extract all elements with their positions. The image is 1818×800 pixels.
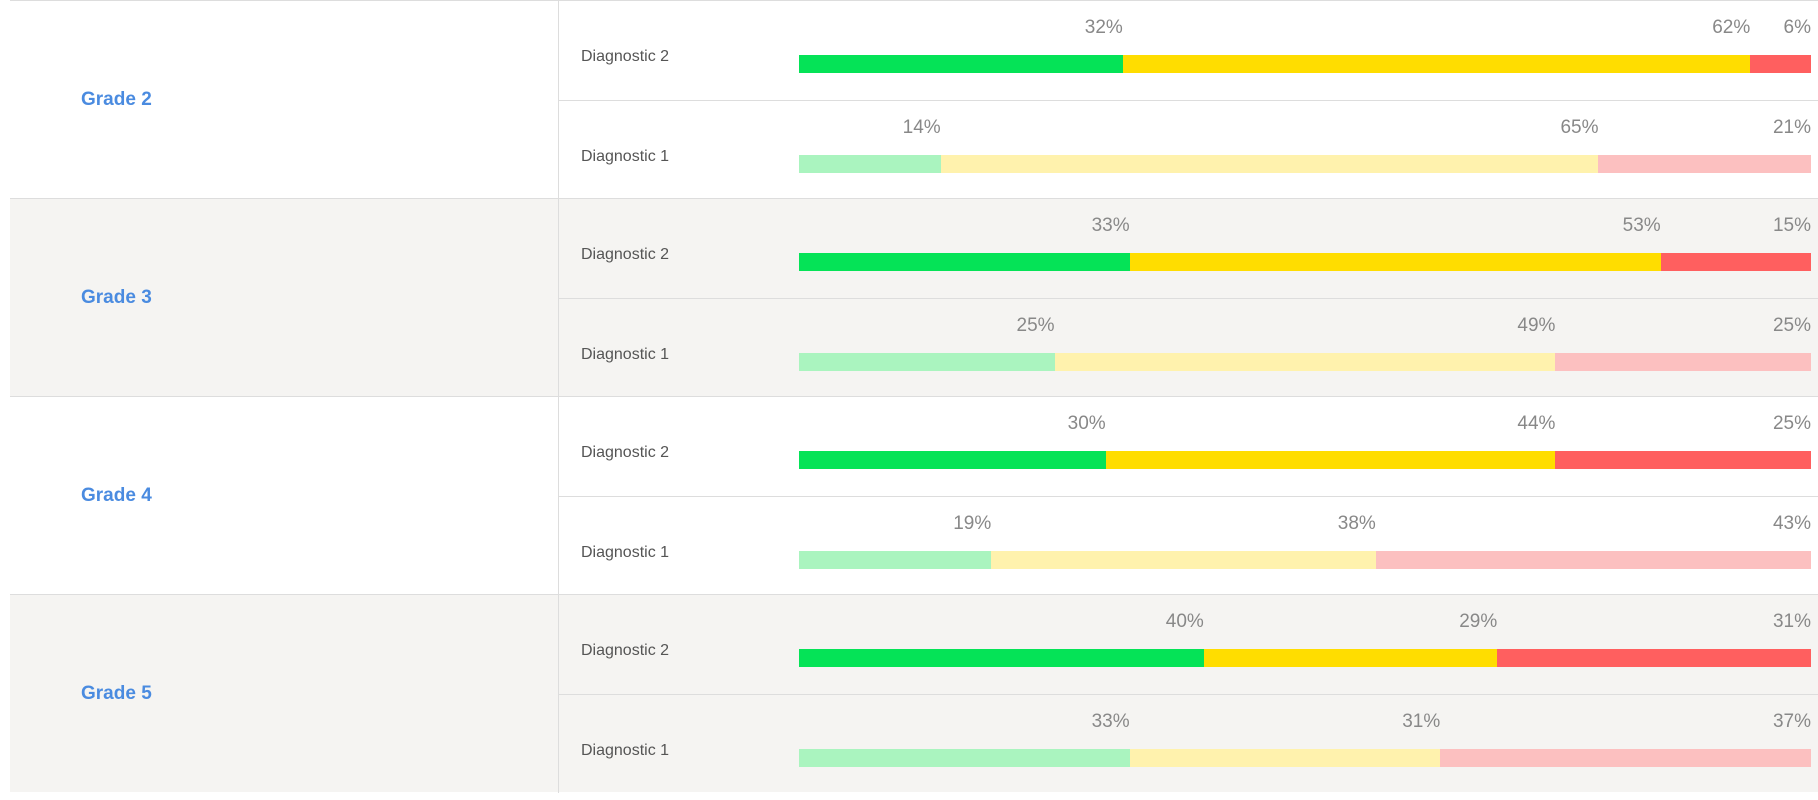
value-label: 6% <box>1783 17 1811 38</box>
diagnostic-row: Diagnostic 1 19% 38% 43% <box>559 496 1818 596</box>
value-label: 33% <box>1091 711 1130 732</box>
bar-segment <box>799 649 1204 667</box>
value-label: 25% <box>1772 315 1811 336</box>
grade-block: Grade 2 Diagnostic 2 32% 62% 6% Diagnostic 1 1… <box>10 0 1818 200</box>
value-label: 43% <box>1772 513 1811 534</box>
grade-block: Grade 4 Diagnostic 2 30% 44% 25% Diagnostic 1… <box>10 396 1818 596</box>
bar-segment <box>799 253 1130 271</box>
diagnostic-row: Diagnostic 1 25% 49% 25% <box>559 298 1818 398</box>
diagnostic-row: Diagnostic 1 33% 31% 37% <box>559 694 1818 794</box>
value-label: 44% <box>1517 413 1556 434</box>
bar-segment <box>799 551 992 569</box>
diagnostic-label: Diagnostic 2 <box>581 246 670 263</box>
diagnostic-label: Diagnostic 2 <box>581 444 670 461</box>
bar-segment <box>1598 155 1811 173</box>
diagnostic-label: Diagnostic 1 <box>581 544 670 561</box>
bar-segment <box>799 353 1055 371</box>
value-label: 31% <box>1402 711 1441 732</box>
grade-label: Grade 4 <box>81 485 152 506</box>
diagnostic-row: Diagnostic 2 40% 29% 31% <box>559 595 1818 694</box>
column-divider <box>558 397 559 595</box>
bar-segment <box>1054 353 1556 371</box>
value-label: 37% <box>1772 711 1811 732</box>
value-label: 40% <box>1165 611 1204 632</box>
column-divider <box>558 1 559 199</box>
bar-segment <box>1660 253 1811 271</box>
bar-segment <box>1555 451 1811 469</box>
column-divider <box>558 199 559 397</box>
bar-segment <box>1555 353 1811 371</box>
bar-segment <box>799 55 1123 73</box>
value-label: 25% <box>1016 315 1055 336</box>
diagnostic-label: Diagnostic 2 <box>581 48 670 65</box>
bar-segment <box>1497 649 1811 667</box>
value-label: 21% <box>1772 117 1811 138</box>
value-label: 38% <box>1337 513 1376 534</box>
diagnostic-label: Diagnostic 2 <box>581 642 670 659</box>
value-label: 30% <box>1067 413 1106 434</box>
column-divider <box>558 595 559 793</box>
diagnostic-label: Diagnostic 1 <box>581 148 670 165</box>
grade-block: Grade 5 Diagnostic 2 40% 29% 31% Diagnostic 1… <box>10 594 1818 794</box>
bar-segment <box>1750 55 1811 73</box>
grade-label: Grade 3 <box>81 287 152 308</box>
diagnostic-row: Diagnostic 2 30% 44% 25% <box>559 397 1818 496</box>
diagnostic-label: Diagnostic 1 <box>581 742 670 759</box>
value-label: 31% <box>1772 611 1811 632</box>
diagnostic-row: Diagnostic 2 33% 53% 15% <box>559 199 1818 298</box>
bar-segment <box>1122 55 1751 73</box>
diagnostic-label: Diagnostic 1 <box>581 346 670 363</box>
value-label: 62% <box>1712 17 1751 38</box>
bar-segment <box>799 155 941 173</box>
grade-label: Grade 5 <box>81 683 152 704</box>
value-label: 14% <box>902 117 941 138</box>
diagnostic-row: Diagnostic 1 14% 65% 21% <box>559 100 1818 200</box>
value-label: 19% <box>953 513 992 534</box>
grade-label: Grade 2 <box>81 89 152 110</box>
value-label: 15% <box>1772 215 1811 236</box>
value-label: 25% <box>1772 413 1811 434</box>
bar-segment <box>991 551 1376 569</box>
bar-segment <box>940 155 1599 173</box>
bar-segment <box>1129 749 1441 767</box>
value-label: 33% <box>1091 215 1130 236</box>
value-label: 53% <box>1622 215 1661 236</box>
bar-segment <box>1375 551 1811 569</box>
value-label: 32% <box>1084 17 1123 38</box>
value-label: 49% <box>1517 315 1556 336</box>
bar-segment <box>799 749 1130 767</box>
bar-segment <box>1440 749 1811 767</box>
grade-block: Grade 3 Diagnostic 2 33% 53% 15% Diagnostic 1… <box>10 198 1818 398</box>
value-label: 29% <box>1459 611 1498 632</box>
bar-segment <box>1105 451 1556 469</box>
diagnostic-row: Diagnostic 2 32% 62% 6% <box>559 1 1818 100</box>
value-label: 65% <box>1560 117 1599 138</box>
bar-segment <box>799 451 1106 469</box>
bar-segment <box>1203 649 1498 667</box>
bar-segment <box>1129 253 1661 271</box>
